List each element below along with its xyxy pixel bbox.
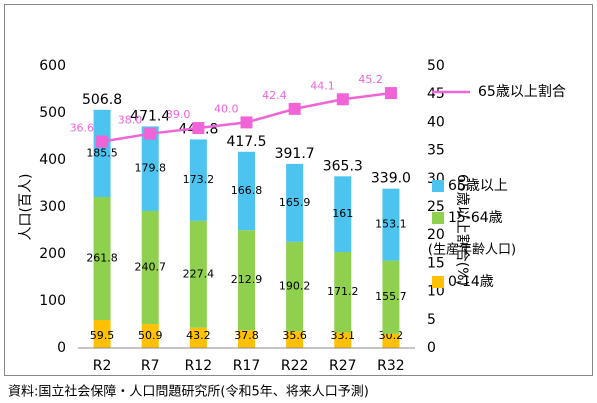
x-tick-label: R27 (329, 358, 357, 374)
legend-label: 15-64歳 (448, 210, 503, 226)
x-tick-label: R12 (185, 358, 213, 374)
bar-segment (189, 139, 207, 221)
y-tick-label: 300 (39, 199, 66, 215)
line-marker (96, 135, 109, 148)
bar-value-label: 35.6 (282, 329, 307, 342)
y-tick-label: 500 (39, 105, 66, 121)
bar-segment (334, 251, 352, 333)
line-marker (336, 93, 349, 106)
x-tick-label: R2 (93, 358, 112, 374)
x-tick-label: R32 (377, 358, 405, 374)
bar-segment (286, 241, 304, 332)
legend-note: (生産年齢人口) (428, 242, 516, 258)
bar-segment (382, 260, 400, 334)
x-tick-label: R7 (141, 358, 160, 374)
y2-tick-label: 0 (427, 340, 436, 356)
total-label: 471.4 (130, 108, 170, 124)
bar-value-label: 43.2 (186, 329, 211, 342)
y-tick-label: 200 (39, 246, 66, 262)
bar-value-label: 173.2 (183, 173, 215, 186)
y-axis-label: 人口(百人) (18, 174, 34, 241)
bar-value-label: 166.8 (231, 184, 263, 197)
bar-segment (93, 109, 111, 197)
total-label: 339.0 (371, 171, 411, 187)
line-value-label: 42.4 (262, 89, 287, 102)
bar-value-label: 37.8 (234, 329, 259, 342)
bar-segment (238, 230, 255, 331)
bar-value-label: 155.7 (375, 290, 407, 303)
bar-value-label: 212.9 (231, 273, 263, 286)
y-tick-label: 400 (39, 152, 66, 168)
y-tick-label: 600 (39, 58, 66, 74)
line-marker (144, 127, 157, 140)
legend-swatch (432, 276, 444, 288)
legend-swatch (432, 212, 444, 224)
bar-value-label: 261.8 (86, 252, 118, 265)
bar-segment (141, 126, 159, 211)
total-label: 506.8 (82, 92, 122, 108)
bar-segment (382, 188, 400, 261)
y-tick-label: 100 (39, 293, 66, 309)
bar-segment (141, 324, 159, 348)
line-marker (192, 122, 205, 135)
bar-segment (286, 163, 304, 242)
bar-segment (238, 151, 255, 231)
bar-value-label: 190.2 (279, 280, 311, 293)
line-value-label: 45.2 (358, 73, 383, 86)
line-value-label: 38.0 (118, 114, 143, 127)
chart-frame (4, 4, 593, 376)
total-label: 391.7 (275, 146, 315, 162)
bar-value-label: 179.8 (134, 162, 166, 175)
y2-tick-label: 15 (427, 255, 445, 271)
y2-tick-label: 25 (427, 199, 445, 215)
y2-tick-label: 5 (427, 312, 436, 328)
legend-swatch (432, 180, 444, 192)
line-marker (288, 102, 301, 115)
y-tick-label: 0 (57, 340, 66, 356)
bar-value-label: 171.2 (327, 285, 359, 298)
bar-segment (93, 196, 111, 321)
legend-label: 0-14歳 (448, 274, 494, 290)
bar-segment (382, 333, 400, 348)
source-note: 資料:国立社会保障・人口問題研究所(令和5年、将来人口予測) (8, 384, 369, 400)
x-tick-label: R22 (281, 358, 309, 374)
line-value-label: 44.1 (310, 79, 335, 92)
bar-segment (334, 332, 352, 348)
bar-segment (286, 331, 304, 348)
line-marker (240, 116, 253, 129)
bar-value-label: 59.5 (90, 329, 115, 342)
total-label: 417.5 (226, 134, 266, 150)
bar-value-label: 240.7 (134, 261, 166, 274)
y2-tick-label: 35 (427, 143, 445, 159)
bar-value-label: 50.9 (138, 329, 163, 342)
bar-segment (189, 220, 207, 328)
x-tick-label: R17 (233, 358, 261, 374)
bar-segment (238, 330, 255, 348)
legend-label: 65歳以上 (448, 178, 508, 194)
line-marker (384, 87, 397, 100)
bar-value-label: 161 (332, 207, 353, 220)
y2-tick-label: 50 (427, 58, 445, 74)
bar-value-label: 227.4 (183, 267, 215, 280)
y2-tick-label: 20 (427, 227, 445, 243)
line-value-label: 39.0 (166, 108, 191, 121)
y2-tick-label: 40 (427, 114, 445, 130)
bar-segment (93, 320, 111, 348)
bar-value-label: 185.5 (86, 146, 118, 159)
line-value-label: 36.6 (70, 122, 95, 135)
line-value-label: 40.0 (214, 102, 239, 115)
bar-segment (334, 176, 352, 252)
bar-value-label: 165.9 (279, 196, 311, 209)
bar-segment (141, 210, 159, 325)
total-label: 365.3 (323, 158, 363, 174)
bar-value-label: 153.1 (375, 218, 407, 231)
bar-segment (189, 327, 207, 348)
y2-axis-label: 65歳以上割合(%) (454, 174, 471, 286)
y2-tick-label: 45 (427, 86, 445, 102)
legend-label: 65歳以上割合 (478, 83, 566, 100)
